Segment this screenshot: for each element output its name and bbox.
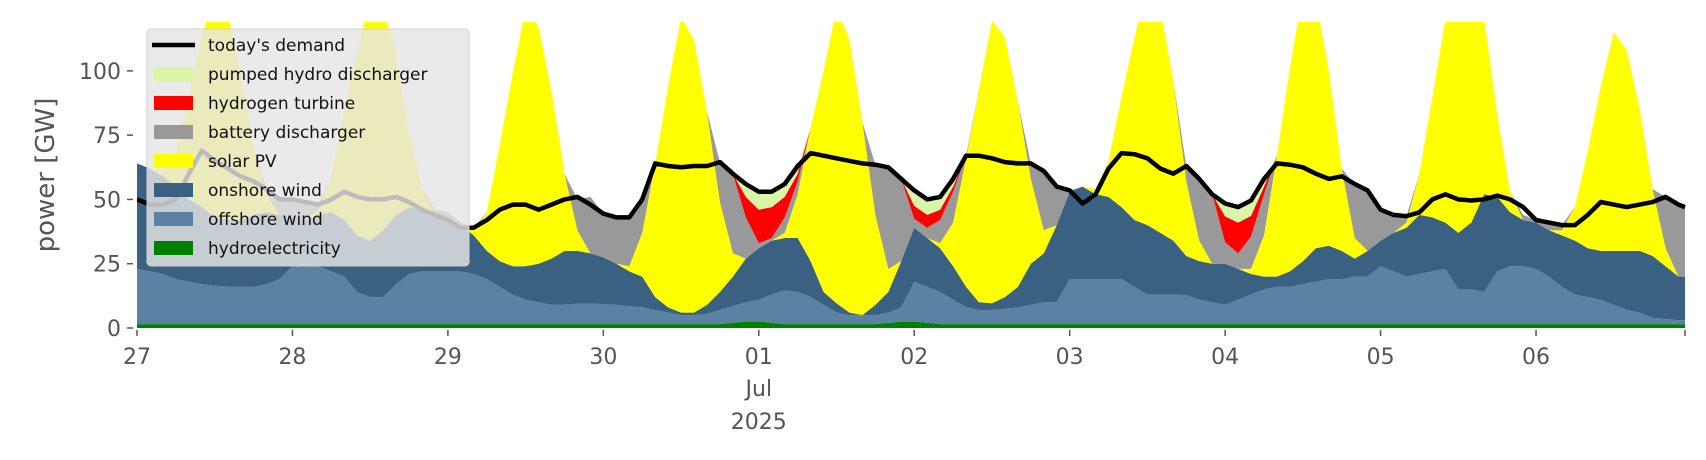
x-tick-label: 05 (1367, 345, 1395, 370)
y-tick-label: 50 (93, 188, 121, 213)
y-tick-label: 0 (107, 317, 121, 342)
legend-label: solar PV (208, 152, 277, 172)
y-tick-label: 25 (93, 253, 121, 278)
legend-color-swatch (154, 183, 193, 197)
legend-box (146, 28, 470, 267)
legend-color-swatch (154, 241, 193, 255)
legend-label: onshore wind (208, 181, 322, 201)
y-axis-label: power [GW] (31, 98, 61, 253)
legend-label: offshore wind (208, 210, 323, 230)
legend-label: hydroelectricity (208, 239, 341, 259)
y-axis: 0 25 50 75 100 (79, 60, 133, 342)
legend-color-swatch (154, 212, 193, 226)
area-hydroelectricity (137, 321, 1685, 328)
x-tick-label: 27 (123, 345, 151, 370)
area-hydrogen-turbine (137, 22, 1685, 254)
legend: today's demand pumped hydro discharger hyd… (146, 28, 470, 267)
x-tick-label: 06 (1522, 345, 1550, 370)
area-battery-discharger (137, 22, 1685, 277)
x-tick-label: 30 (589, 345, 617, 370)
stacked-areas (137, 22, 1685, 328)
x-tick-year-label: 2025 (731, 410, 787, 435)
x-axis: 27 28 29 30 01 Jul 2025 02 03 04 05 06 (123, 330, 1686, 435)
area-offshore-wind (137, 263, 1685, 325)
legend-label: today's demand (208, 36, 345, 56)
x-tick-label: 29 (434, 345, 462, 370)
x-tick-label: 28 (278, 345, 306, 370)
x-tick-label: 03 (1056, 345, 1084, 370)
area-onshore-wind (137, 163, 1685, 321)
legend-color-swatch (154, 96, 193, 110)
legend-color-swatch (154, 67, 193, 81)
legend-label: battery discharger (208, 123, 365, 143)
legend-color-swatch (154, 125, 193, 139)
legend-color-swatch (154, 154, 193, 168)
area-solar-pv (137, 22, 1685, 316)
x-tick-label: 04 (1211, 345, 1239, 370)
x-tick-label: 02 (900, 345, 928, 370)
x-tick-label: 01 (745, 345, 773, 370)
legend-label: pumped hydro discharger (208, 65, 427, 85)
legend-label: hydrogen turbine (208, 94, 355, 114)
x-tick-month-label: Jul (744, 377, 773, 402)
y-tick-label: 100 (79, 60, 121, 85)
y-tick-label: 75 (93, 124, 121, 149)
